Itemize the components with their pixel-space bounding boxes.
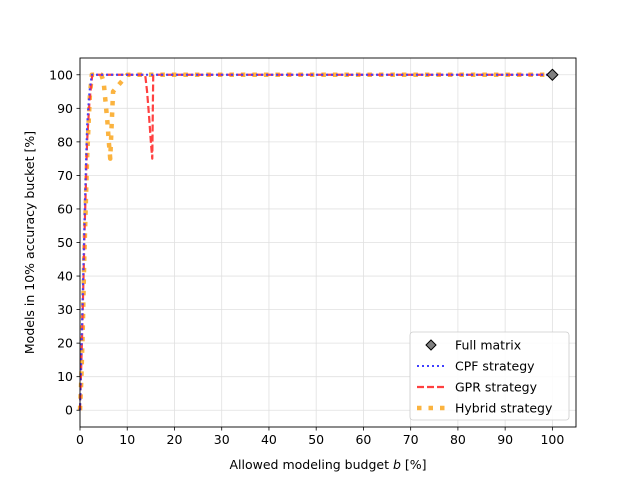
legend-label: Full matrix	[455, 338, 521, 353]
x-tick-label: 70	[403, 432, 419, 447]
x-tick-label: 80	[450, 432, 466, 447]
series-line-cpf-strategy	[79, 73, 553, 411]
y-tick-label: 60	[57, 201, 73, 216]
legend-label: Hybrid strategy	[455, 401, 553, 416]
x-axis-variable: b	[393, 457, 401, 472]
y-tick-label: 90	[57, 101, 73, 116]
x-tick-label: 30	[214, 432, 230, 447]
legend-swatch	[425, 339, 437, 351]
y-tick-label: 80	[57, 134, 73, 149]
ticks: 0 10 20 30 40 50 60 70 80 90 100 0 10 20 30 40 50 60 70 80 9…	[49, 67, 564, 447]
x-axis-title: Allowed modeling budget b [%]	[229, 457, 426, 472]
legend: Full matrix CPF strategy GPR strategy Hybri…	[409, 331, 570, 421]
y-tick-label: 10	[57, 369, 73, 384]
y-tick-label: 50	[57, 235, 73, 250]
full-matrix-marker	[546, 68, 559, 81]
x-tick-label: 40	[261, 432, 277, 447]
series-layer	[77, 68, 559, 411]
y-tick-label: 100	[49, 67, 73, 82]
y-tick-label: 70	[57, 168, 73, 183]
x-tick-label: 100	[540, 432, 564, 447]
legend-box	[409, 331, 570, 421]
legend-label: CPF strategy	[455, 359, 535, 374]
y-tick-label: 20	[57, 336, 73, 351]
x-tick-label: 50	[308, 432, 324, 447]
x-tick-label: 0	[76, 432, 84, 447]
x-tick-label: 90	[497, 432, 513, 447]
y-tick-label: 40	[57, 269, 73, 284]
x-tick-label: 10	[119, 432, 135, 447]
y-tick-label: 0	[65, 403, 73, 418]
y-tick-label: 30	[57, 302, 73, 317]
x-tick-label: 20	[167, 432, 183, 447]
x-tick-label: 60	[355, 432, 371, 447]
y-axis-title: Models in 10% accuracy bucket [%]	[22, 131, 37, 354]
legend-label: GPR strategy	[455, 380, 538, 395]
